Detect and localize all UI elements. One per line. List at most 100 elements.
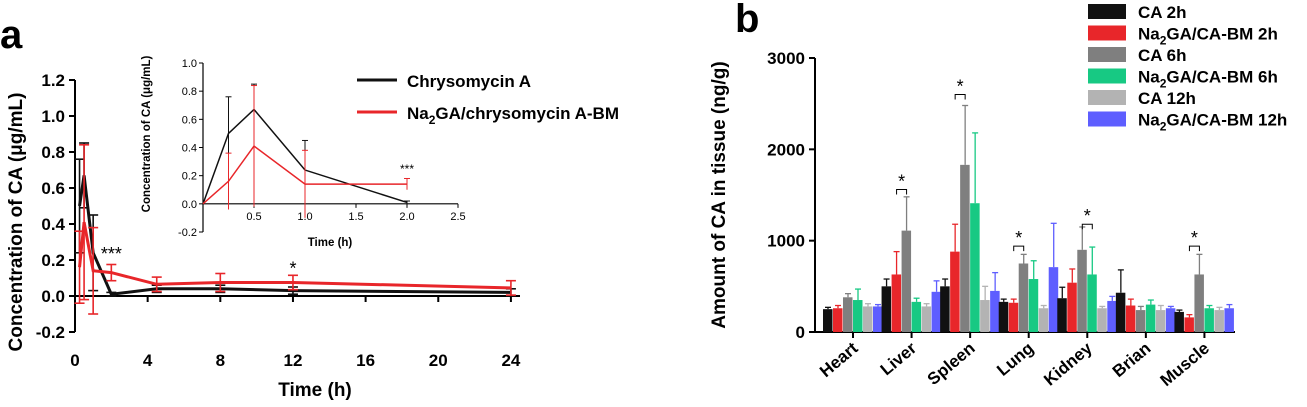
chart-b-bar xyxy=(1184,317,1194,332)
chart-b-significance-mark: * xyxy=(898,172,905,192)
inset-y-tick-label: 0.8 xyxy=(182,86,197,98)
chart-a-y-tick-label: -0.2 xyxy=(36,323,65,342)
chart-a-inset: Time (h) Concentration of CA (μg/mL) -0.… xyxy=(141,55,466,249)
chart-b-significance-mark: * xyxy=(1015,228,1022,248)
chart-a-pk-curve: Time (h) Concentration of CA (μg/mL) -0.… xyxy=(6,71,521,401)
chart-a-x-tick-label: 16 xyxy=(356,351,375,370)
legend-b-label: CA 12h xyxy=(1138,89,1196,108)
chart-a-y-tick-label: 0.4 xyxy=(41,215,65,234)
panel-label-b: b xyxy=(735,0,759,41)
chart-b-bar xyxy=(970,203,980,332)
chart-b-bar xyxy=(921,306,932,332)
legend-b-label: Na2GA/CA-BM 2h xyxy=(1138,25,1278,48)
inset-y-tick-label: -0.2 xyxy=(178,227,197,239)
legend-b-label-prefix: CA 2h xyxy=(1138,3,1187,22)
chart-a-y-tick-label: 0.2 xyxy=(41,251,65,270)
legend-b-label: CA 6h xyxy=(1138,46,1187,65)
chart-b-significance-mark: * xyxy=(1084,206,1091,226)
chart-a-y-tick-label: 0.8 xyxy=(41,143,65,162)
legend-b-label-prefix: Na xyxy=(1138,68,1160,87)
chart-b-bar xyxy=(990,290,1000,332)
chart-b-bar xyxy=(1097,308,1107,332)
chart-b-x-tick-label: Lung xyxy=(993,339,1037,380)
chart-a-y-tick-label: 1.2 xyxy=(41,71,65,90)
chart-b-bar xyxy=(1087,274,1097,332)
legend-b-swatch xyxy=(1088,4,1126,19)
chart-b-bar xyxy=(960,164,970,332)
chart-a-x-axis-title: Time (h) xyxy=(278,380,352,401)
chart-b-bar xyxy=(853,300,863,332)
chart-b-bar xyxy=(823,309,833,332)
chart-a-x-tick-label: 8 xyxy=(216,351,225,370)
chart-b-bar xyxy=(1224,308,1234,332)
chart-b-significance-bracket xyxy=(1081,223,1093,230)
inset-significance-mark: *** xyxy=(400,162,414,176)
chart-b-bar xyxy=(1174,311,1184,332)
chart-b-bar xyxy=(1135,310,1146,332)
legend-a-bm-sub: 2 xyxy=(429,113,436,127)
legend-b-label-sub: 2 xyxy=(1160,34,1167,48)
chart-a-y-axis-title: Concentration of CA (μg/mL) xyxy=(6,93,27,352)
chart-b-bar xyxy=(1048,267,1059,332)
chart-a-significance-mark: * xyxy=(289,258,296,278)
legend-b-label-suffix: GA/CA-BM 6h xyxy=(1166,68,1277,87)
legend-b-label-suffix: GA/CA-BM 12h xyxy=(1166,111,1287,130)
chart-b-bar xyxy=(863,306,873,332)
legend-b-label-prefix: CA 12h xyxy=(1138,89,1196,108)
legend-a-label-bm: Na2GA/chrysomycin A-BM xyxy=(407,104,619,127)
chart-b-bar xyxy=(891,274,902,332)
chart-b-x-tick-label: Kidney xyxy=(1040,338,1096,389)
chart-b-bar xyxy=(1204,308,1214,332)
legend-a-bm-suffix: GA/chrysomycin A-BM xyxy=(435,104,619,123)
chart-b-bar xyxy=(1125,305,1136,332)
chart-a-x-tick-label: 4 xyxy=(143,351,153,370)
inset-x-tick-label: 2.5 xyxy=(450,211,465,223)
chart-b-bar xyxy=(940,286,950,332)
chart-b-bar xyxy=(1145,304,1156,332)
chart-b-significance-bracket xyxy=(1013,245,1025,252)
chart-b-bar xyxy=(1018,263,1029,332)
chart-b-significance-mark: * xyxy=(1191,228,1198,248)
inset-x-tick-label: 1.5 xyxy=(348,211,363,223)
chart-b-bar xyxy=(1008,302,1019,332)
legend-b-swatch xyxy=(1088,68,1126,84)
chart-b-y-tick-label: 0 xyxy=(796,323,805,342)
chart-b-y-tick-label: 3000 xyxy=(767,49,805,68)
inset-x-tick-label: 0.5 xyxy=(246,211,261,223)
chart-b-x-tick-label: Spleen xyxy=(924,339,979,389)
chart-b-bar xyxy=(881,286,892,332)
chart-a-y-tick-label: 0.6 xyxy=(41,179,65,198)
legend-b-label: Na2GA/CA-BM 6h xyxy=(1138,68,1278,91)
inset-y-tick-label: 0.2 xyxy=(182,171,197,183)
chart-b-bar xyxy=(931,291,942,332)
chart-b-y-tick-label: 1000 xyxy=(767,232,805,251)
chart-a-legend: Chrysomycin A Na2GA/chrysomycin A-BM xyxy=(357,72,619,127)
chart-b-bar xyxy=(1067,282,1077,332)
chart-a-x-tick-label: 12 xyxy=(283,351,302,370)
chart-b-bar xyxy=(843,297,853,332)
chart-b-significance-bracket xyxy=(1188,245,1200,252)
chart-b-x-tick-label: Muscle xyxy=(1157,339,1213,391)
chart-b-bar xyxy=(1155,310,1166,332)
chart-a-x-tick-label: 0 xyxy=(70,351,79,370)
chart-a-significance-mark: *** xyxy=(101,244,122,264)
chart-a-x-tick-label: 24 xyxy=(501,351,520,370)
chart-b-significance-mark: * xyxy=(957,77,964,97)
panel-label-a: a xyxy=(0,13,23,57)
chart-a-y-tick-label: 1.0 xyxy=(41,107,65,126)
legend-b-swatch xyxy=(1088,47,1126,62)
chart-b-x-tick-label: Heart xyxy=(816,338,862,381)
chart-b-bar xyxy=(1038,308,1049,332)
chart-b-bar xyxy=(1214,310,1224,332)
chart-a-series-line-bm xyxy=(78,221,511,290)
legend-b-label-prefix: Na xyxy=(1138,25,1160,44)
inset-y-axis-title: Concentration of CA (μg/mL) xyxy=(141,55,153,212)
inset-y-tick-label: 0.6 xyxy=(182,114,197,126)
legend-b-label-sub: 2 xyxy=(1160,77,1167,91)
inset-y-tick-label: 0.0 xyxy=(182,199,197,211)
chart-b-bar xyxy=(1115,292,1126,332)
chart-b-bar xyxy=(1077,249,1087,332)
chart-b-bar xyxy=(1107,300,1117,332)
legend-b-label: Na2GA/CA-BM 12h xyxy=(1138,111,1287,134)
